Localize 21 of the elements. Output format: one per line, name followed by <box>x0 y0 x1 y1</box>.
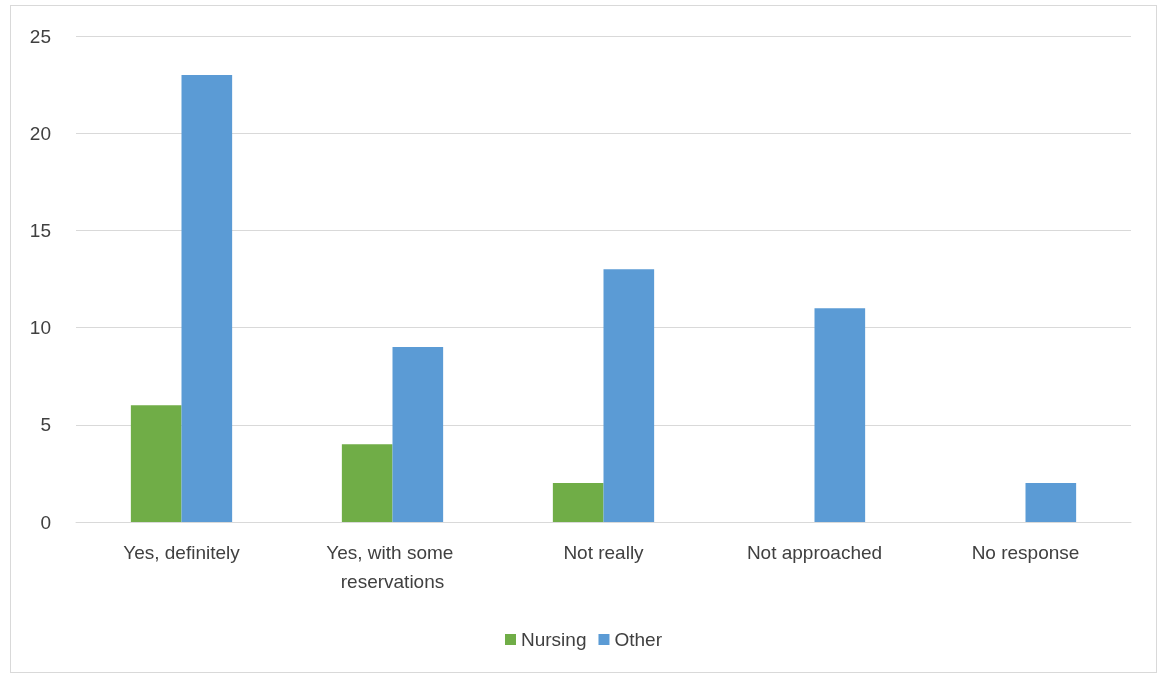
bar <box>392 347 444 522</box>
legend-label: Nursing <box>521 629 587 650</box>
x-tick-label: Not approached <box>746 542 883 563</box>
bar <box>1025 483 1077 522</box>
bar <box>814 308 866 522</box>
legend-label: Other <box>614 629 663 650</box>
y-tick-label: 0 <box>40 511 51 533</box>
y-tick-label: 5 <box>40 414 51 436</box>
y-tick-label: 15 <box>29 219 51 241</box>
x-tick-label: Yes, definitely <box>123 542 241 563</box>
y-tick-label: 10 <box>29 317 51 339</box>
bar <box>603 269 655 522</box>
x-tick-label: Not really <box>563 542 645 563</box>
x-tick-label: Yes, with some reservations <box>326 542 459 592</box>
bar <box>341 444 393 522</box>
bar <box>130 405 182 522</box>
bar <box>552 483 604 522</box>
y-tick-label: 25 <box>29 25 51 47</box>
x-tick-label: No response <box>971 542 1080 563</box>
bar <box>181 74 233 522</box>
y-tick-label: 20 <box>29 122 51 144</box>
